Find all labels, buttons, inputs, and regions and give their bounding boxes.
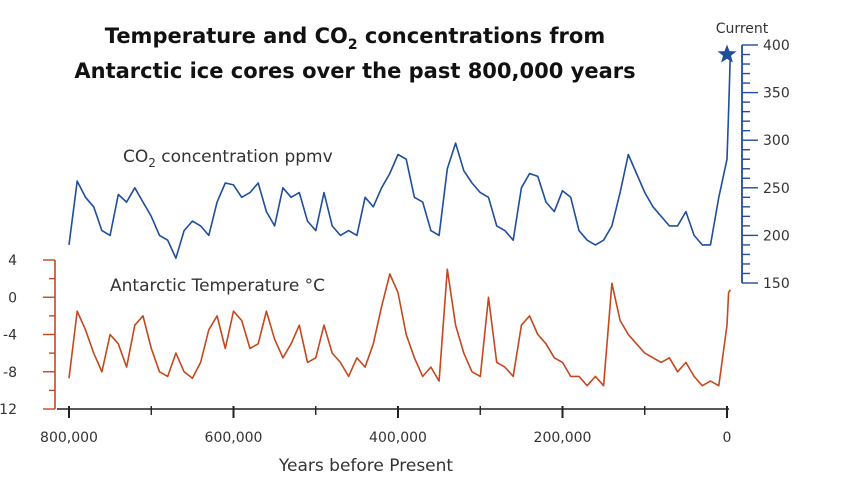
co2-label-part-a: CO: [123, 147, 148, 167]
temperature-series-label: Antarctic Temperature °C: [110, 276, 325, 296]
co2-tick-label: 400: [763, 38, 790, 54]
x-tick-label: 0: [723, 430, 732, 446]
co2-series-line: [68, 54, 732, 260]
co2-tick-label: 150: [763, 276, 790, 292]
co2-tick-label: 300: [763, 133, 790, 149]
co2-series-label: CO2 concentration ppmv: [123, 147, 333, 170]
current-annotation-label: Current: [716, 21, 769, 37]
co2-label-part-b: concentration ppmv: [156, 147, 333, 167]
co2-tick-label: 250: [763, 181, 790, 197]
chart-title-line-1: Temperature and CO2 concentrations from: [105, 24, 605, 53]
temperature-tick-label: 0: [8, 290, 17, 306]
x-tick-label: 800,000: [40, 430, 98, 446]
temperature-tick-label: -12: [0, 402, 17, 418]
x-tick-label: 200,000: [534, 430, 592, 446]
temperature-tick-label: -4: [3, 328, 17, 344]
x-tick-label: 400,000: [369, 430, 427, 446]
chart-title-line-2: Antarctic ice cores over the past 800,00…: [74, 59, 635, 83]
x-axis-label: Years before Present: [278, 456, 453, 476]
chart-marks: [68, 44, 737, 387]
co2-tick-label: 200: [763, 228, 790, 244]
title-line-1-part-b: concentrations from: [358, 24, 606, 48]
x-tick-label: 600,000: [205, 430, 263, 446]
co2-label-subscript: 2: [148, 156, 156, 170]
temperature-tick-label: -8: [3, 365, 17, 381]
temperature-series-line: [68, 268, 731, 387]
axes: 800,000 600,000 400,000 200,000 0 4 0 -4 -8 -12 40…: [0, 38, 790, 446]
current-star-marker: [717, 44, 737, 63]
title-line-1-subscript: 2: [348, 37, 358, 53]
title-line-1-part-a: Temperature and CO: [105, 24, 348, 48]
co2-tick-label: 350: [763, 86, 790, 102]
temperature-tick-label: 4: [8, 253, 17, 269]
